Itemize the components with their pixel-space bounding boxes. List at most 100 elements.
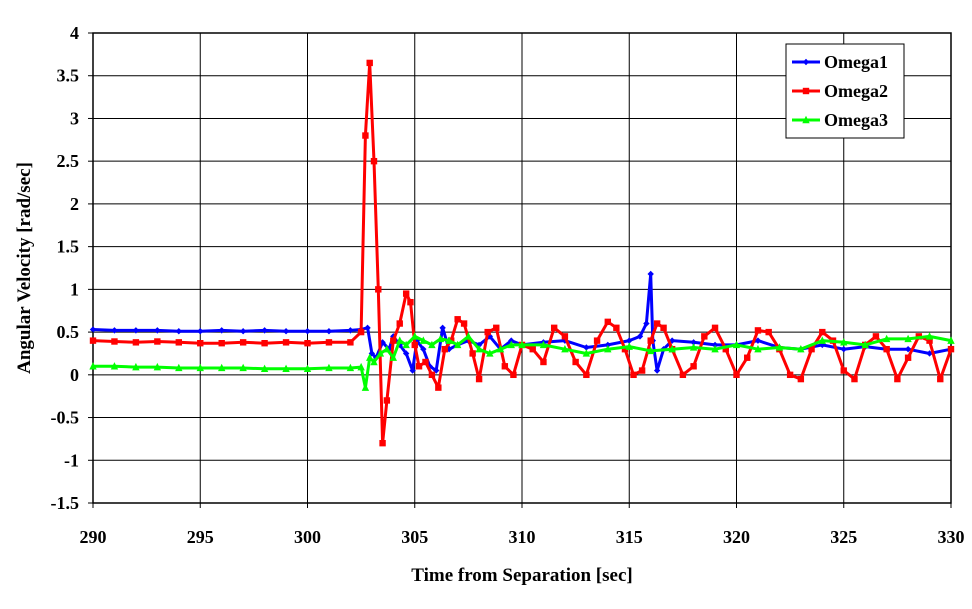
data-point-omega3 xyxy=(604,344,612,353)
data-point-omega2 xyxy=(904,354,912,361)
data-point-omega3 xyxy=(218,363,226,372)
x-tick-label: 320 xyxy=(723,527,750,547)
data-point-omega1 xyxy=(420,345,427,353)
data-point-omega3 xyxy=(436,334,445,343)
data-point-omega2 xyxy=(89,337,97,344)
data-point-omega3 xyxy=(366,353,374,361)
data-point-omega1 xyxy=(583,344,590,351)
data-point-omega2 xyxy=(154,338,161,345)
data-point-omega2 xyxy=(937,375,944,383)
data-point-omega2 xyxy=(469,350,476,357)
data-point-omega3 xyxy=(282,364,290,373)
data-point-omega3 xyxy=(539,340,548,349)
legend-label-omega1: Omega1 xyxy=(824,52,888,72)
data-point-omega1 xyxy=(282,328,290,335)
data-point-omega2 xyxy=(765,328,772,336)
data-point-omega2 xyxy=(510,371,517,379)
data-point-omega3 xyxy=(625,342,633,350)
data-point-omega3 xyxy=(389,353,397,361)
x-axis-title: Time from Separation [sec] xyxy=(411,565,632,586)
data-point-omega3 xyxy=(361,383,370,391)
data-point-omega3 xyxy=(376,349,385,357)
data-point-omega1 xyxy=(261,327,268,334)
data-point-omega2 xyxy=(218,340,225,347)
data-point-omega2 xyxy=(647,337,654,344)
data-point-omega3 xyxy=(260,364,269,373)
x-tick-label: 325 xyxy=(830,527,857,547)
data-point-omega1 xyxy=(364,324,371,332)
data-point-omega1 xyxy=(239,328,247,335)
data-point-omega1 xyxy=(508,337,515,344)
y-tick-label: 1.5 xyxy=(57,237,80,257)
data-point-omega2 xyxy=(797,375,805,383)
data-point-omega3 xyxy=(175,363,183,372)
x-tick-label: 290 xyxy=(80,527,107,547)
data-point-omega3 xyxy=(475,344,483,353)
x-tick-label: 295 xyxy=(187,527,214,547)
data-point-omega1 xyxy=(643,320,650,327)
data-point-omega2 xyxy=(621,345,629,353)
data-point-omega1 xyxy=(409,367,416,374)
data-point-omega1 xyxy=(711,341,719,349)
data-point-omega3 xyxy=(561,344,569,353)
data-point-omega2 xyxy=(501,363,509,370)
data-point-omega1 xyxy=(111,327,118,334)
data-point-omega1 xyxy=(926,350,933,357)
data-point-omega2 xyxy=(926,337,933,344)
data-point-omega1 xyxy=(668,337,676,344)
data-point-omega2 xyxy=(540,358,547,366)
data-point-omega1 xyxy=(690,339,697,346)
x-tick-label: 315 xyxy=(616,527,643,547)
data-point-omega2 xyxy=(422,358,429,366)
data-point-omega3 xyxy=(346,363,355,372)
data-point-omega2 xyxy=(375,286,382,293)
y-tick-label: -0.5 xyxy=(51,408,80,428)
data-point-omega3 xyxy=(904,334,912,343)
data-point-omega3 xyxy=(518,340,526,349)
data-point-omega1 xyxy=(218,327,225,334)
data-point-omega3 xyxy=(582,349,591,357)
y-axis-title: Angular Velocity [rad/sec] xyxy=(14,162,35,374)
y-tick-label: -1 xyxy=(64,450,79,470)
data-point-omega2 xyxy=(325,339,333,346)
y-tick-label: -1.5 xyxy=(51,493,80,513)
legend: Omega1 Omega2 Omega3 xyxy=(785,43,905,139)
data-point-omega2 xyxy=(947,345,955,353)
grid xyxy=(92,32,952,504)
data-point-omega2 xyxy=(407,298,414,306)
data-point-omega3 xyxy=(89,362,97,370)
y-tick-label: 3.5 xyxy=(57,66,80,86)
y-tick-label: 0.5 xyxy=(57,322,80,342)
data-point-omega2 xyxy=(366,59,373,67)
data-point-omega2 xyxy=(561,333,569,340)
legend-item-omega3: Omega3 xyxy=(792,110,888,130)
data-point-omega2 xyxy=(493,324,500,332)
data-point-omega2 xyxy=(383,397,391,404)
series-layer xyxy=(89,59,955,447)
data-point-omega1 xyxy=(754,337,762,344)
data-point-omega1 xyxy=(819,341,826,349)
data-point-omega2 xyxy=(475,375,483,383)
y-tick-label: 3 xyxy=(70,108,79,128)
data-point-omega2 xyxy=(701,333,708,340)
data-point-omega2 xyxy=(460,320,468,327)
data-point-omega1 xyxy=(347,327,354,334)
data-point-omega2 xyxy=(304,340,311,347)
data-point-omega1 xyxy=(304,328,311,335)
data-point-omega1 xyxy=(154,327,161,334)
data-point-omega1 xyxy=(653,367,661,374)
data-point-omega2 xyxy=(754,327,762,334)
data-point-omega3 xyxy=(357,362,365,371)
data-point-omega2 xyxy=(435,384,442,391)
data-point-omega2 xyxy=(733,371,740,379)
data-point-omega3 xyxy=(325,363,333,372)
data-point-omega3 xyxy=(947,336,955,344)
data-point-omega1 xyxy=(132,327,140,334)
data-point-omega2 xyxy=(175,339,182,346)
data-point-omega2 xyxy=(441,345,448,353)
y-tick-label: 1 xyxy=(70,279,79,299)
y-tick-label: 2.5 xyxy=(57,151,80,171)
data-point-omega2 xyxy=(362,132,369,139)
